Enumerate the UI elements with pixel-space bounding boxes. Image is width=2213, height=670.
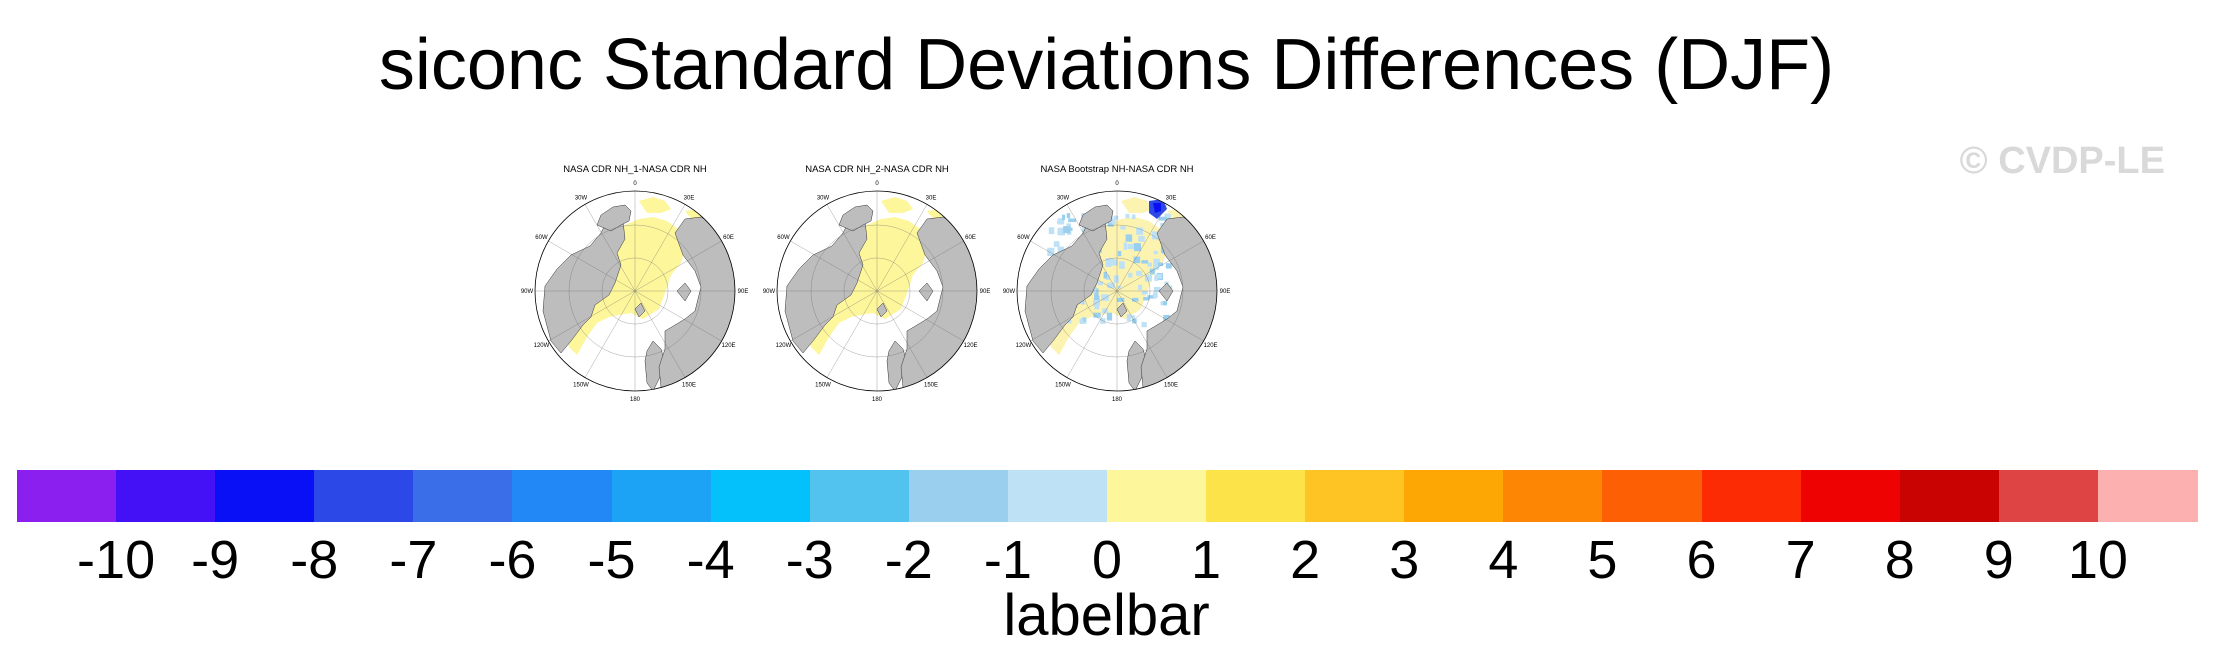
longitude-label: 0	[1115, 181, 1119, 187]
panel-title: NASA CDR NH_1-NASA CDR NH	[563, 164, 707, 175]
longitude-label: 120E	[964, 343, 978, 349]
figure-title: siconc Standard Deviations Differences (…	[378, 25, 1835, 105]
polar-map: 180 150E 120E 90E 60E 30E 0 30W 60W 90W 120W 150W	[521, 181, 749, 403]
colorbar-tick-label: -2	[884, 530, 933, 590]
longitude-label: 60W	[1017, 235, 1030, 241]
colorbar-box	[215, 470, 315, 522]
colorbar-tick-label: 8	[1884, 530, 1915, 590]
map-boundary	[534, 190, 736, 392]
colorbar-tick-label: -4	[686, 530, 735, 590]
colorbar-box	[1206, 470, 1306, 522]
longitude-label: 30E	[1166, 195, 1177, 201]
longitude-label: 120E	[1204, 343, 1218, 349]
colorbar-tick-label: -5	[587, 530, 636, 590]
colorbar-box	[1305, 470, 1405, 522]
colorbar-tick-label: -3	[785, 530, 834, 590]
longitude-label: 30W	[575, 195, 588, 201]
colorbar-tick-label: 3	[1389, 530, 1420, 590]
longitude-label: 30E	[926, 195, 937, 201]
colorbar-tick-label: 4	[1488, 530, 1519, 590]
colorbar-box	[809, 470, 910, 522]
polar-map: 180 150E 120E 90E 60E 30E 0 30W 60W 90W 120W 150W	[763, 181, 991, 403]
colorbar-box	[1107, 470, 1207, 522]
longitude-label: 120W	[776, 343, 792, 349]
longitude-label: 90W	[763, 289, 776, 295]
longitude-label: 150E	[924, 383, 938, 389]
colorbar-box	[1899, 470, 2000, 522]
colorbar-box	[1404, 470, 1504, 522]
longitude-label: 180	[630, 397, 641, 403]
panel-title: NASA CDR NH_2-NASA CDR NH	[805, 164, 949, 175]
colorbar-tick-label: 2	[1290, 530, 1321, 590]
map-panel-3: NASA Bootstrap NH-NASA CDR NH 180 150E 120…	[1002, 164, 1232, 409]
colorbar-box	[1602, 470, 1703, 522]
colorbar-tick-label: -10	[77, 530, 156, 590]
longitude-label: 30W	[817, 195, 830, 201]
map-disc	[777, 191, 977, 391]
longitude-label: 150W	[573, 383, 589, 389]
map-panel-1: NASA CDR NH_1-NASA CDR NH 180 150E 120E 90E…	[520, 164, 750, 409]
colorbar-box	[314, 470, 414, 522]
colorbar-box	[1503, 470, 1604, 522]
colorbar-box	[1701, 470, 1802, 522]
longitude-label: 150W	[815, 383, 831, 389]
colorbar-box	[1007, 470, 1108, 522]
longitude-label: 90E	[738, 289, 749, 295]
longitude-label: 60W	[535, 235, 548, 241]
longitude-label: 0	[633, 181, 637, 187]
colorbar-box	[413, 470, 514, 522]
colorbar	[17, 470, 2198, 522]
colorbar-tick-label: -9	[191, 530, 240, 590]
colorbar-tick-label: 5	[1587, 530, 1618, 590]
map-boundary	[1016, 190, 1218, 392]
colorbar-box	[116, 470, 216, 522]
map-boundary	[776, 190, 978, 392]
longitude-label: 30W	[1057, 195, 1070, 201]
map-disc	[1017, 191, 1217, 391]
longitude-label: 120E	[722, 343, 736, 349]
longitude-label: 150W	[1055, 383, 1071, 389]
longitude-label: 60E	[965, 235, 976, 241]
colorbar-box	[710, 470, 811, 522]
colorbar-tick-label: -6	[488, 530, 537, 590]
longitude-label: 60E	[723, 235, 734, 241]
longitude-label: 180	[872, 397, 883, 403]
map-panel-2: NASA CDR NH_2-NASA CDR NH 180 150E 120E 90E…	[762, 164, 992, 409]
colorbar-box	[611, 470, 712, 522]
longitude-label: 90E	[980, 289, 991, 295]
colorbar-tick-label: 0	[1091, 530, 1123, 590]
longitude-label: 180	[1112, 397, 1123, 403]
polar-map: 180 150E 120E 90E 60E 30E 0 30W 60W 90W 120W 150W	[1003, 181, 1231, 403]
colorbar-tick-label: -8	[290, 530, 339, 590]
colorbar-tick-label: 6	[1686, 530, 1717, 590]
colorbar-box	[17, 470, 117, 522]
colorbar-box	[1998, 470, 2099, 522]
longitude-label: 90W	[1003, 289, 1016, 295]
longitude-label: 90W	[521, 289, 534, 295]
colorbar-tick-label: 7	[1785, 530, 1816, 590]
colorbar-tick-label: 10	[2067, 530, 2128, 590]
longitude-label: 90E	[1220, 289, 1231, 295]
longitude-label: 150E	[1164, 383, 1178, 389]
panel-title: NASA Bootstrap NH-NASA CDR NH	[1040, 164, 1194, 175]
colorbar-box	[512, 470, 613, 522]
longitude-label: 60E	[1205, 235, 1216, 241]
colorbar-tick-label: 9	[1983, 530, 2014, 590]
colorbar-box	[908, 470, 1009, 522]
colorbar-box	[2097, 470, 2198, 522]
map-disc	[535, 191, 735, 391]
colorbar-title: labelbar	[1003, 583, 1210, 648]
longitude-label: 30E	[684, 195, 695, 201]
colorbar-tick-label: -7	[389, 530, 438, 590]
longitude-label: 150E	[682, 383, 696, 389]
longitude-label: 0	[875, 181, 879, 187]
watermark: © CVDP-LE	[1959, 140, 2165, 182]
longitude-label: 120W	[1016, 343, 1032, 349]
longitude-label: 60W	[777, 235, 790, 241]
colorbar-tick-label: -1	[983, 530, 1032, 590]
longitude-label: 120W	[534, 343, 550, 349]
colorbar-box	[1800, 470, 1901, 522]
colorbar-tick-label: 1	[1191, 530, 1222, 590]
